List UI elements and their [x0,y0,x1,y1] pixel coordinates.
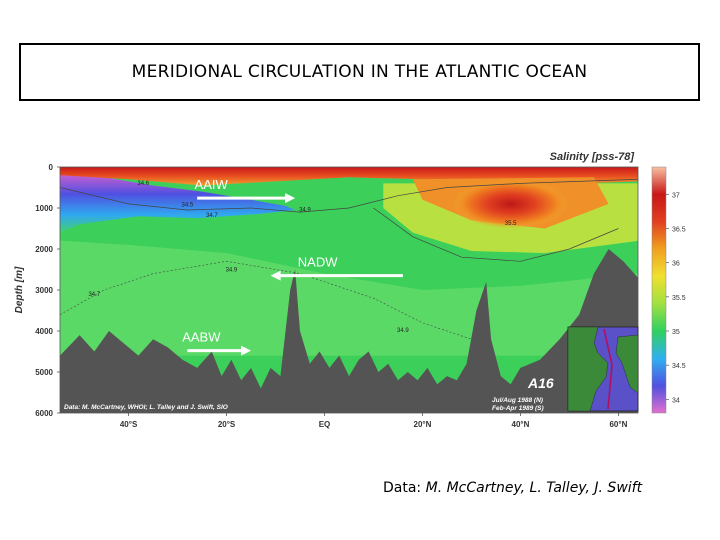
contour-line [60,260,472,340]
chart-title: Salinity [pss-78] [550,151,635,163]
x-tick-label: 20°N [414,420,432,429]
inset-map [567,326,639,412]
source-note: Data: M. McCartney, WHOI; L. Talley and … [64,404,228,411]
x-tick-label: EQ [319,420,331,429]
cruise-south-label: Feb-Apr 1989 (S) [492,405,544,412]
y-tick-label: 1000 [35,204,53,213]
y-tick-label: 6000 [35,409,53,418]
y-tick-label: 4000 [35,327,53,336]
y-tick-label: 0 [49,163,54,172]
y-tick-label: 3000 [35,286,53,295]
salinity-section-chart: Salinity [pss-78] Depth [m] 0 1000 2000 300… [14,151,686,429]
water-mass-arrowhead [241,345,252,356]
contour-label: 34.7 [88,292,100,298]
y-ticks: 0 1000 2000 3000 4000 5000 6000 [35,163,60,418]
bathymetry [60,249,638,413]
section-name: A16 [527,375,554,391]
data-credit: Data: M. McCartney, L. Talley, J. Swift [383,480,642,496]
water-mass-label: AAIW [195,177,229,192]
inset-cruise-track [603,328,613,410]
credit-names: M. McCartney, L. Talley, J. Swift [425,480,643,496]
x-tick-label: 20°S [218,420,236,429]
colorbar-tick-label: 36 [672,261,680,268]
aaiw-tongue [60,173,296,233]
contour-label: 34.9 [397,328,409,334]
water-mass-arrowhead [270,270,281,281]
colorbar-tick-label: 35 [672,329,680,336]
cruise-north-label: Jul/Aug 1988 (N) [492,397,543,404]
title-box: MERIDIONAL CIRCULATION IN THE ATLANTIC O… [19,43,700,101]
y-tick-label: 2000 [35,245,53,254]
y-axis-label: Depth [m] [14,266,25,313]
contour-line [373,207,619,262]
water-mass-label: NADW [298,255,338,270]
x-tick-label: 40°S [120,420,138,429]
contour-line [60,178,638,213]
x-tick-label: 40°N [512,420,530,429]
slide-title: MERIDIONAL CIRCULATION IN THE ATLANTIC O… [131,62,588,82]
water-mass-arrowhead [285,193,296,204]
x-ticks: 40°S 20°S EQ 20°N 40°N 60°N [120,413,628,429]
deep-light-region [60,240,638,356]
contour-label: 34.6 [137,181,149,187]
colorbar-tick-label: 37 [672,192,680,199]
contour-label: 34.7 [206,213,218,219]
colorbar-tick-label: 36.5 [672,227,686,234]
inset-americas [567,326,609,412]
x-tick-label: 60°N [609,420,627,429]
water-masses: AAIW NADW AABW [182,177,403,356]
water-mass-label: AABW [182,330,221,345]
contour-label: 35.5 [505,221,517,227]
colorbar-tick-label: 34 [672,397,680,404]
colorbar-tick-label: 34.5 [672,363,686,370]
contour-label: 34.5 [182,202,194,208]
contour-labels: 34.6 34.5 34.7 34.9 34.9 34.7 34.9 35.5 [88,181,517,334]
contour-label: 34.9 [226,268,238,274]
colorbar-tick-label: 35.5 [672,295,686,302]
credit-prefix: Data: [383,480,426,496]
contour-label: 34.9 [299,207,311,213]
inset-africa [615,334,639,394]
mediterranean-water [451,179,570,229]
colorbar [651,166,667,414]
y-tick-label: 5000 [35,368,53,377]
colorbar-ticks: 37 36.5 36 35.5 35 34.5 34 [666,192,686,404]
